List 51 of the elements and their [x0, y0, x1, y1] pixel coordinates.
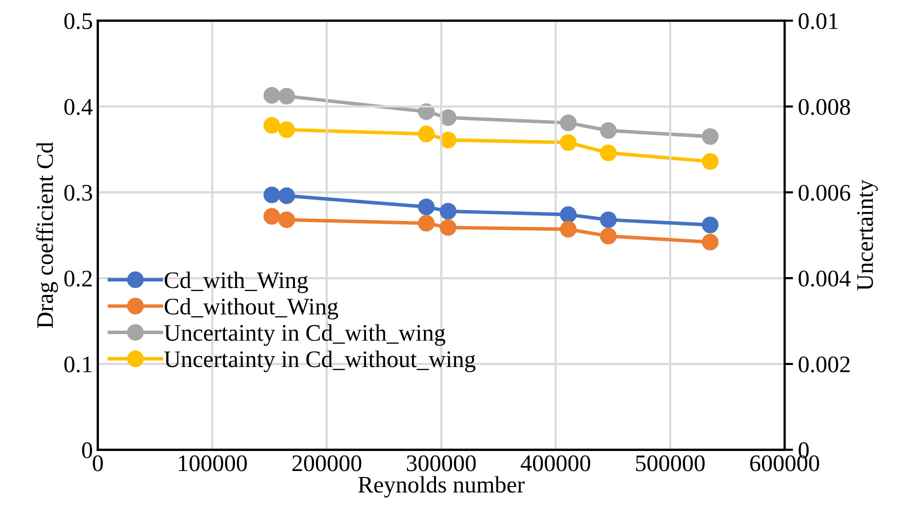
point	[560, 220, 577, 238]
y2-tick-label: 0.004	[798, 270, 851, 287]
y-axis-title: Drag coefficient Cd	[36, 142, 58, 328]
point	[278, 88, 296, 105]
y2-axis-title: Uncertainty	[857, 180, 878, 290]
point	[440, 132, 456, 148]
point	[278, 187, 296, 204]
point	[702, 234, 719, 250]
point	[440, 109, 456, 126]
point	[600, 211, 617, 228]
x-tick-label: 100000	[178, 455, 247, 472]
y-tick-label: 0	[82, 442, 92, 458]
y-tick-label: 0.4	[64, 98, 93, 116]
point	[702, 216, 719, 234]
point	[560, 206, 577, 223]
legend-label: Cd_without_Wing	[164, 298, 338, 320]
x-tick-label: 300000	[406, 455, 476, 472]
y2-tick-label: 0.01	[798, 13, 838, 30]
point	[440, 202, 456, 220]
legend-label: Uncertainty in Cd_with_wing	[164, 324, 446, 346]
point	[263, 87, 280, 104]
point	[560, 114, 577, 132]
point	[600, 144, 617, 162]
point	[278, 121, 296, 138]
point	[418, 198, 435, 216]
point	[560, 134, 577, 151]
point	[418, 214, 435, 232]
y2-tick-label: 0.006	[798, 184, 850, 201]
y-tick-label: 0.3	[64, 184, 92, 201]
y2-tick-label: 0.002	[798, 356, 850, 372]
point	[702, 153, 719, 170]
y-tick-label: 0.5	[64, 13, 92, 30]
point	[263, 117, 280, 134]
x-tick-label: 0	[92, 455, 103, 472]
point	[263, 186, 280, 204]
point	[600, 228, 617, 244]
y-tick-label: 0.2	[64, 270, 92, 287]
point	[263, 208, 280, 225]
x-axis-title: Reynolds number	[358, 476, 525, 498]
point	[440, 219, 456, 236]
point	[600, 122, 617, 139]
x-tick-label: 200000	[292, 455, 362, 472]
legend-label: Cd_with_Wing	[164, 272, 308, 294]
point	[278, 211, 296, 228]
legend-label: Uncertainty in Cd_without_wing	[164, 350, 476, 372]
point	[418, 126, 435, 142]
x-tick-label: 500000	[636, 455, 705, 472]
x-tick-label: 400000	[520, 455, 590, 472]
point	[702, 128, 719, 145]
y2-tick-label: 0.008	[798, 98, 850, 116]
y-tick-label: 0.1	[64, 356, 92, 372]
